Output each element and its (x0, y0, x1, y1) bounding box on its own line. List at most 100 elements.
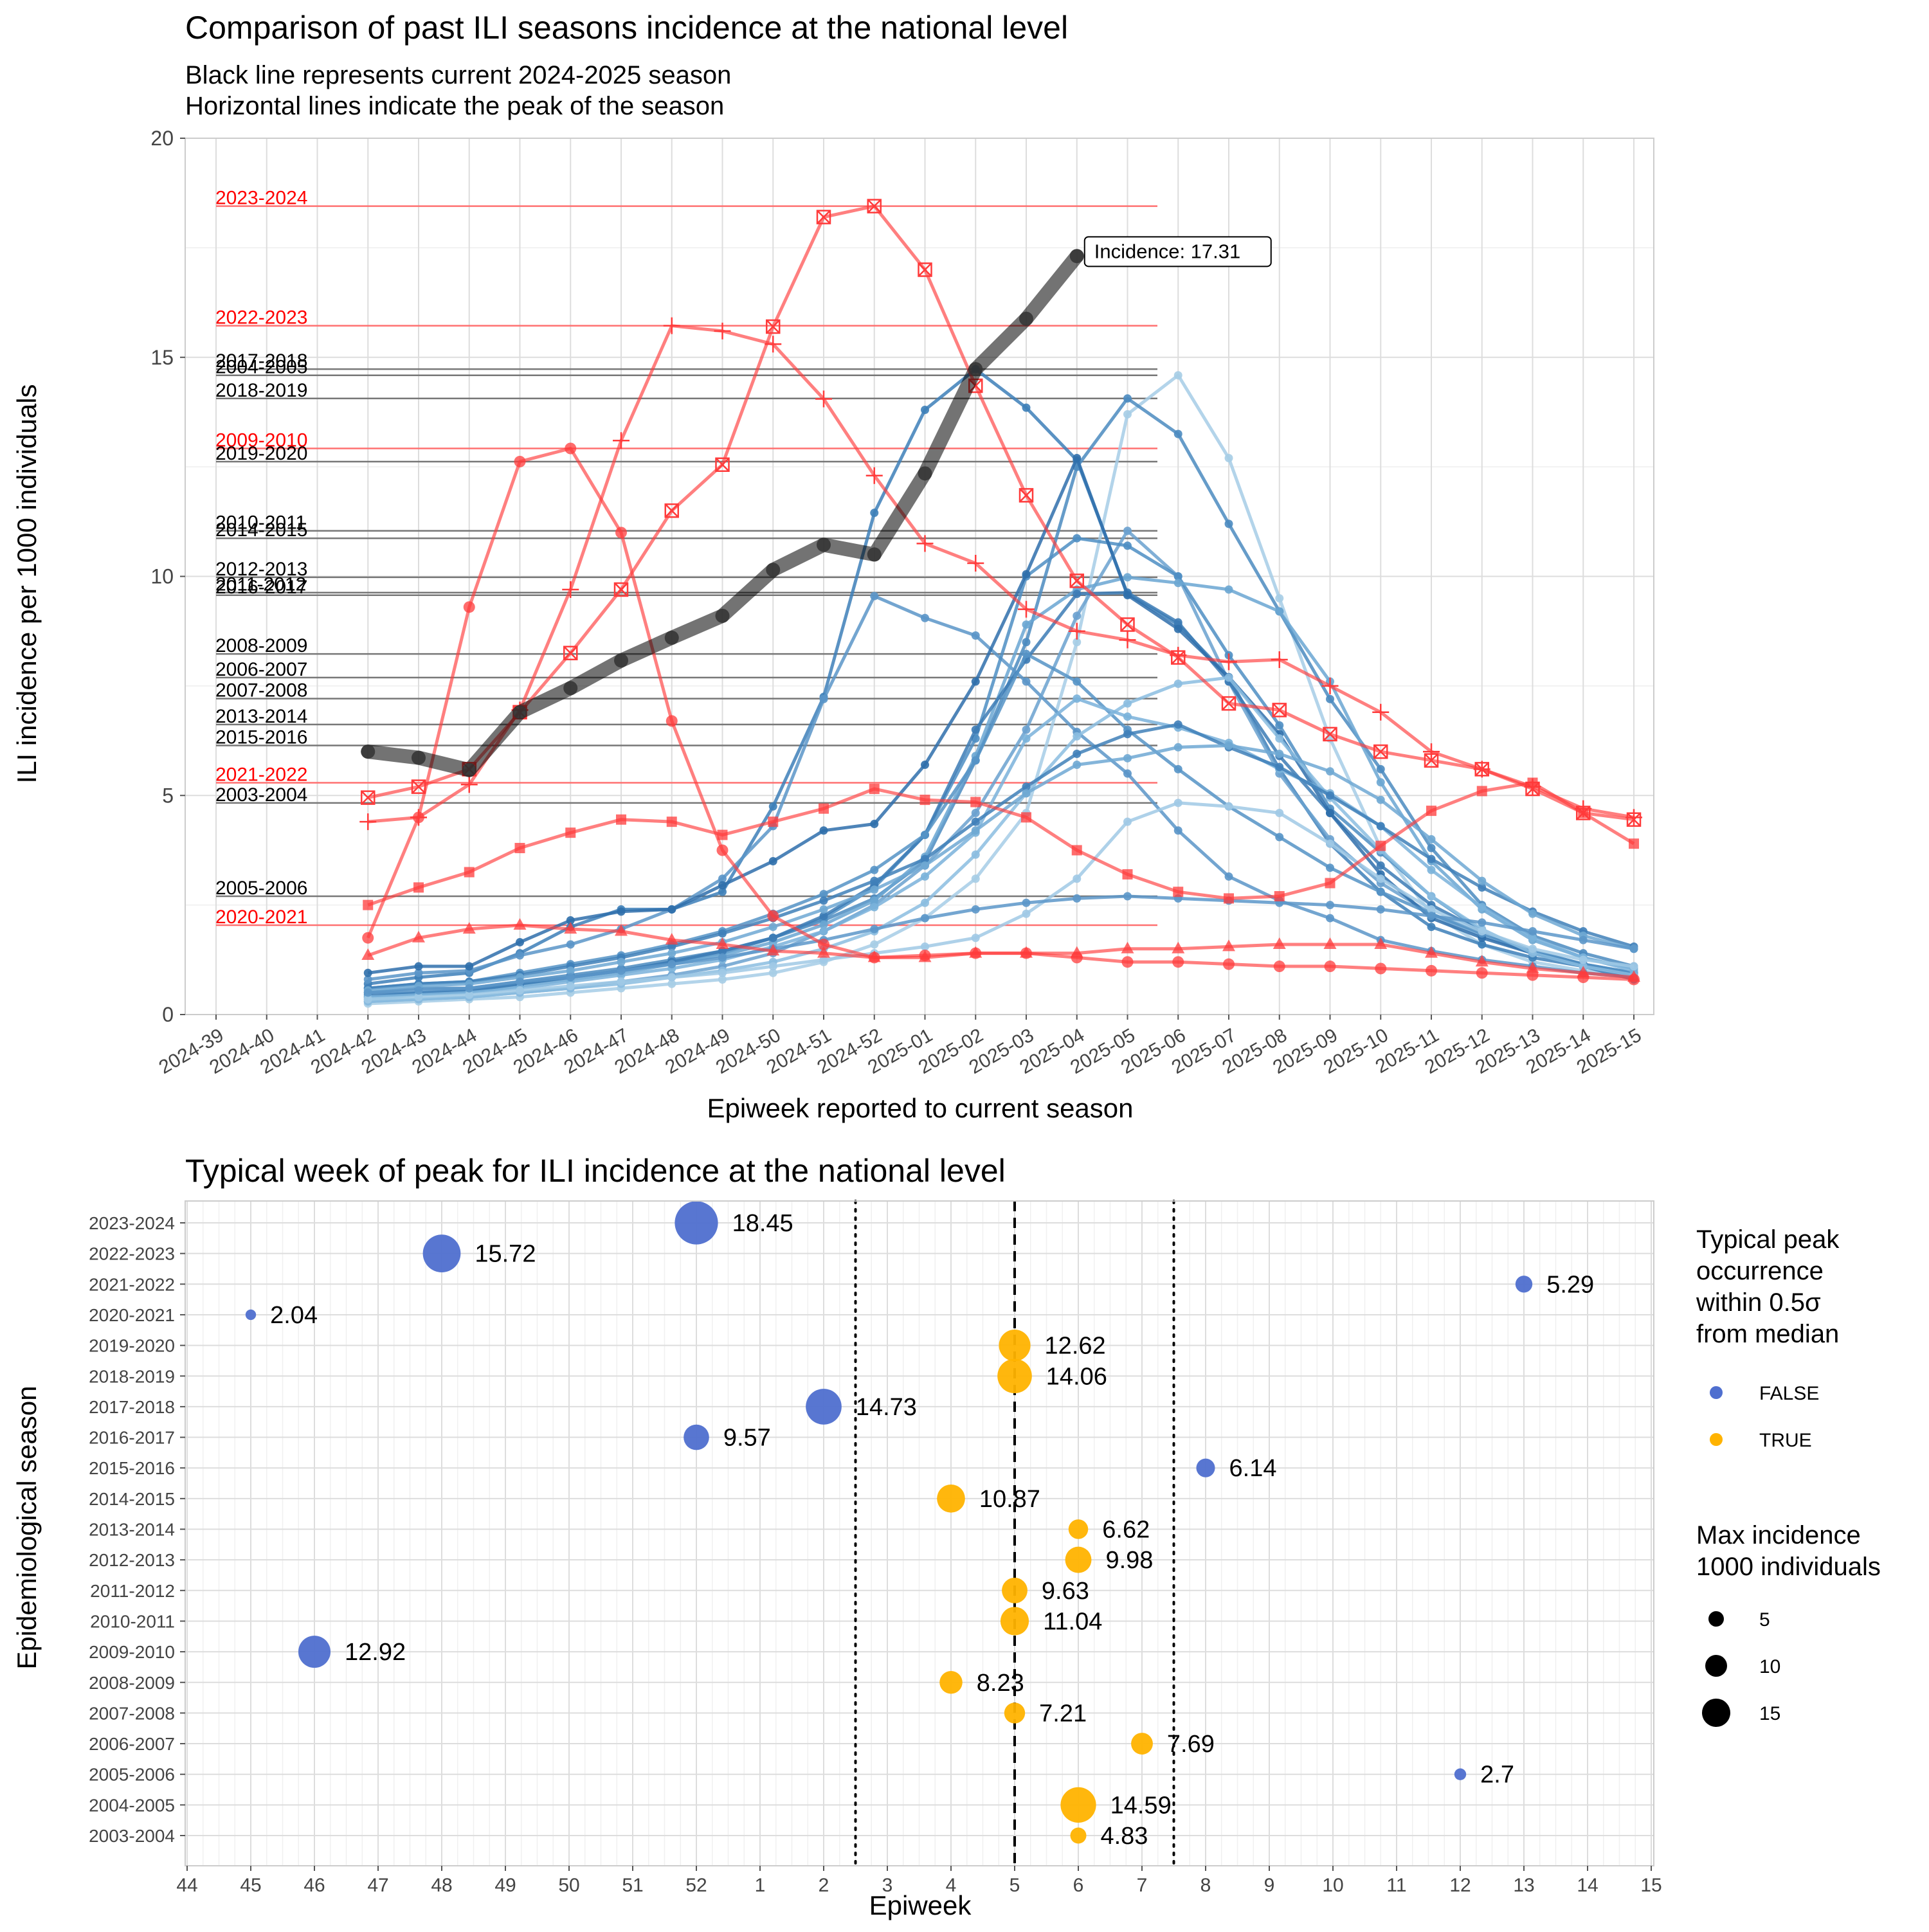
peak-label-2008-2009: 2008-2009 (215, 635, 307, 656)
series-point-2005-2006 (1579, 935, 1588, 944)
series-point-2020-2021 (1020, 946, 1033, 958)
epiweek-tick-label: 6 (1073, 1875, 1084, 1896)
series-point-2015-2016 (1073, 761, 1082, 770)
legend-size-label-5: 5 (1759, 1609, 1770, 1630)
series-2021-2022 (363, 777, 1639, 910)
peak-label-2014-2015: 2014-2015 (215, 519, 307, 541)
series-point-2020-2021 (1526, 961, 1539, 973)
series-point-2021-2022 (869, 784, 880, 795)
series-point-2005-2006 (870, 925, 879, 934)
season-tick-label: 2006-2007 (89, 1734, 175, 1754)
series-point-2004-2005 (768, 968, 777, 977)
series-point-2008-2009 (1376, 887, 1385, 896)
series-point-2006-2007 (1173, 679, 1182, 688)
epiweek-tick-label: 10 (1322, 1875, 1343, 1896)
peak-value-label: 2.04 (270, 1302, 318, 1329)
series-point-2019-2020 (1224, 872, 1233, 881)
current-season-point (614, 653, 628, 668)
series-point-2012-2013 (1275, 607, 1284, 616)
season-tick-label: 2007-2008 (89, 1703, 175, 1723)
series-point-2022-2023 (1423, 743, 1440, 761)
legend-color-key-FALSE (1710, 1386, 1723, 1399)
series-point-2005-2006 (617, 966, 626, 975)
series-point-2013-2014 (1275, 763, 1284, 772)
series-point-2019-2020 (516, 951, 524, 960)
series-point-2003-2004 (1073, 874, 1082, 883)
series-point-2016-2017 (363, 968, 372, 977)
series-point-2007-2008 (1427, 865, 1436, 874)
season-tick-label: 2015-2016 (89, 1458, 175, 1478)
series-point-2006-2007 (1275, 734, 1284, 743)
series-point-2017-2018 (768, 802, 777, 811)
bottom-chart-title: Typical week of peak for ILI incidence a… (185, 1153, 1006, 1189)
series-point-2016-2017 (1123, 591, 1132, 600)
series-point-2019-2020 (1123, 769, 1132, 778)
series-point-2021-2022 (514, 843, 525, 854)
legend-size-key-5 (1708, 1611, 1724, 1627)
peak-point-2019-2020: 12.62 (999, 1330, 1106, 1362)
season-tick-label: 2012-2013 (89, 1550, 175, 1570)
series-point-2015-2016 (1528, 909, 1537, 918)
series-point-2022-2023 (714, 322, 731, 339)
series-point-2021-2022 (363, 899, 374, 910)
series-point-2007-2008 (1528, 934, 1537, 943)
series-line-2020-2021 (367, 923, 1635, 979)
season-tick-label: 2005-2006 (89, 1765, 175, 1785)
peak-value-label: 2.7 (1480, 1762, 1514, 1789)
current-season-point (664, 630, 679, 645)
series-point-2003-2004 (718, 968, 727, 977)
series-point-2009-2010 (1121, 956, 1134, 968)
bottom-chart-border (185, 1200, 1654, 1866)
peak-label-2015-2016: 2015-2016 (215, 727, 307, 748)
series-point-2003-2004 (971, 934, 980, 943)
series-point-2008-2009 (870, 865, 879, 874)
series-point-2019-2020 (1326, 914, 1334, 923)
peak-point-2021-2022: 5.29 (1515, 1271, 1594, 1298)
series-point-2014-2015 (1173, 572, 1182, 581)
series-2022-2023 (359, 317, 1642, 831)
series-point-2003-2004 (566, 982, 575, 991)
series-point-2009-2010 (1172, 956, 1184, 968)
series-point-2006-2007 (971, 850, 980, 859)
series-point-2019-2020 (921, 613, 929, 622)
peak-point-2014-2015: 10.87 (937, 1485, 1040, 1513)
series-point-2013-2014 (1326, 791, 1334, 800)
series-point-2007-2008 (819, 927, 828, 936)
peak-label-2022-2023: 2022-2023 (215, 307, 307, 329)
series-point-2013-2014 (1073, 750, 1082, 759)
series-point-2011-2012 (1376, 861, 1385, 870)
peak-point-2018-2019: 14.06 (997, 1359, 1107, 1394)
series-point-2023-2024 (1120, 617, 1135, 632)
series-line-2003-2004 (368, 801, 1635, 1001)
series-point-2005-2006 (1478, 918, 1487, 927)
series-line-2008-2009 (368, 652, 1635, 990)
series-point-2015-2016 (870, 885, 879, 894)
series-point-2016-2017 (414, 962, 423, 971)
series-point-2023-2024 (1019, 488, 1034, 503)
series-point-2009-2010 (767, 910, 779, 922)
series-point-2021-2022 (565, 827, 576, 838)
top-chart-subtitle-line-2: Horizontal lines indicate the peak of th… (185, 92, 724, 120)
series-point-2008-2009 (1173, 764, 1182, 773)
peak-label-2020-2021: 2020-2021 (215, 907, 307, 928)
series-point-2021-2022 (666, 817, 677, 827)
series-point-2019-2020 (363, 975, 372, 984)
series-point-2012-2013 (870, 896, 879, 905)
peak-value-label: 10.87 (979, 1486, 1040, 1513)
peak-label-2016-2017: 2016-2017 (215, 577, 307, 598)
peak-label-2007-2008: 2007-2008 (215, 680, 307, 701)
series-point-2021-2022 (1375, 840, 1386, 851)
series-point-2019-2020 (718, 874, 727, 883)
series-point-2022-2023 (1321, 677, 1339, 694)
series-point-2003-2004 (1579, 955, 1588, 964)
series-point-2022-2023 (1372, 703, 1390, 721)
series-point-2016-2017 (921, 761, 929, 770)
peak-points: 18.45 15.72 5.29 2.04 12.62 14.06 14.73 9.57 6.1… (245, 1201, 1594, 1850)
series-point-2016-2017 (819, 826, 828, 835)
peak-value-label: 4.83 (1100, 1823, 1148, 1850)
peak-point-2017-2018: 14.73 (806, 1389, 917, 1425)
series-point-2006-2007 (1123, 699, 1132, 708)
peak-marker (1000, 1607, 1029, 1636)
